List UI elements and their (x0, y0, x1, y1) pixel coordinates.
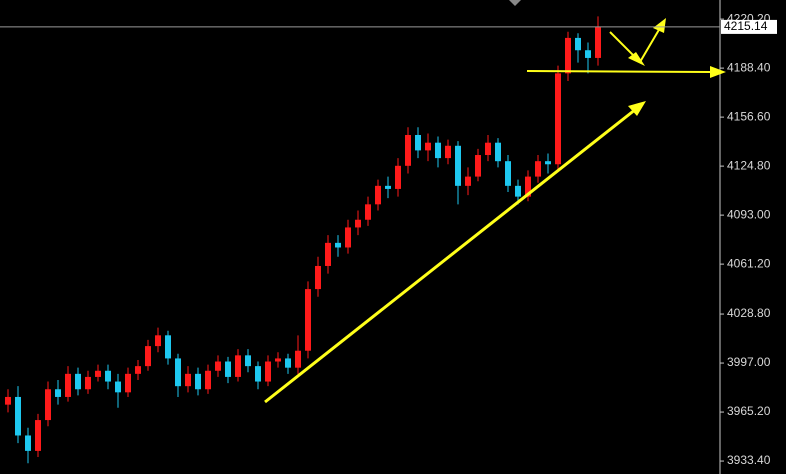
candle-body (465, 176, 471, 186)
current-price-box (721, 19, 777, 34)
candle-body (235, 355, 241, 377)
y-tick-label: 4124.80 (727, 158, 771, 172)
candle-body (445, 145, 451, 159)
candle-body (165, 335, 171, 359)
candle-body (505, 161, 511, 186)
candle-body (455, 145, 461, 186)
scroll-marker (509, 0, 521, 6)
candle-body (495, 142, 501, 162)
arrow-head (653, 18, 666, 33)
candle-body (85, 376, 91, 390)
candle-body (95, 370, 101, 377)
candle-body (105, 370, 111, 382)
candle-body (395, 165, 401, 189)
candle-body (305, 289, 311, 351)
candle-body (575, 37, 581, 51)
candle-body (315, 265, 321, 290)
candle-body (435, 142, 441, 159)
candle-body (345, 227, 351, 248)
candle-body (535, 161, 541, 177)
candle-body (545, 161, 551, 165)
candle-body (295, 350, 301, 368)
support-line (526, 70, 713, 73)
candle-body (425, 142, 431, 151)
y-tick-label: 4188.40 (727, 60, 771, 74)
candle-body (175, 358, 181, 387)
candle-body (485, 142, 491, 156)
y-tick-label: 4061.20 (727, 256, 771, 270)
y-tick-label: 3965.20 (727, 404, 771, 418)
candle-body (275, 358, 281, 362)
candle-body (525, 176, 531, 197)
candle-body (205, 370, 211, 390)
candle-body (415, 134, 421, 151)
y-tick-label: 4156.60 (727, 109, 771, 123)
candle-body (5, 396, 11, 405)
y-tick-label: 4028.80 (727, 306, 771, 320)
candle-body (65, 373, 71, 397)
candle-body (555, 73, 561, 165)
trend-line (264, 107, 637, 404)
candle-body (15, 396, 21, 436)
candle-body (55, 389, 61, 397)
candle-body (125, 373, 131, 393)
candle-body (255, 366, 261, 382)
candle-body (375, 185, 381, 205)
y-tick-label: 3933.40 (727, 453, 771, 467)
candle-body (565, 37, 571, 74)
candle-body (595, 27, 601, 58)
y-tick-label: 3997.00 (727, 355, 771, 369)
arrow-head (628, 52, 645, 66)
y-tick-label: 4093.00 (727, 207, 771, 221)
candle-body (265, 361, 271, 382)
candle-body (195, 373, 201, 390)
candle-body (475, 155, 481, 177)
candle-body (335, 242, 341, 248)
candle-body (225, 361, 231, 377)
candle-body (115, 381, 121, 393)
arrow-head (628, 101, 646, 116)
candle-body (215, 361, 221, 371)
candle-body (45, 389, 51, 421)
arrow-head (710, 66, 726, 78)
candle-body (145, 346, 151, 367)
candle-body (405, 134, 411, 166)
candle-body (385, 185, 391, 189)
candle-body (285, 358, 291, 368)
candle-body (515, 185, 521, 197)
candle-body (325, 242, 331, 266)
annotations (264, 18, 726, 404)
candle-body (585, 50, 591, 58)
candle-body (365, 204, 371, 220)
candle-body (245, 355, 251, 367)
current-price-label: 4215.14 (724, 19, 768, 33)
candle-body (75, 373, 81, 390)
candle-body (135, 366, 141, 374)
candle-body (25, 435, 31, 451)
candle-body (155, 335, 161, 347)
candle-body (355, 219, 361, 228)
candle-body (185, 373, 191, 387)
candle-body (35, 420, 41, 451)
